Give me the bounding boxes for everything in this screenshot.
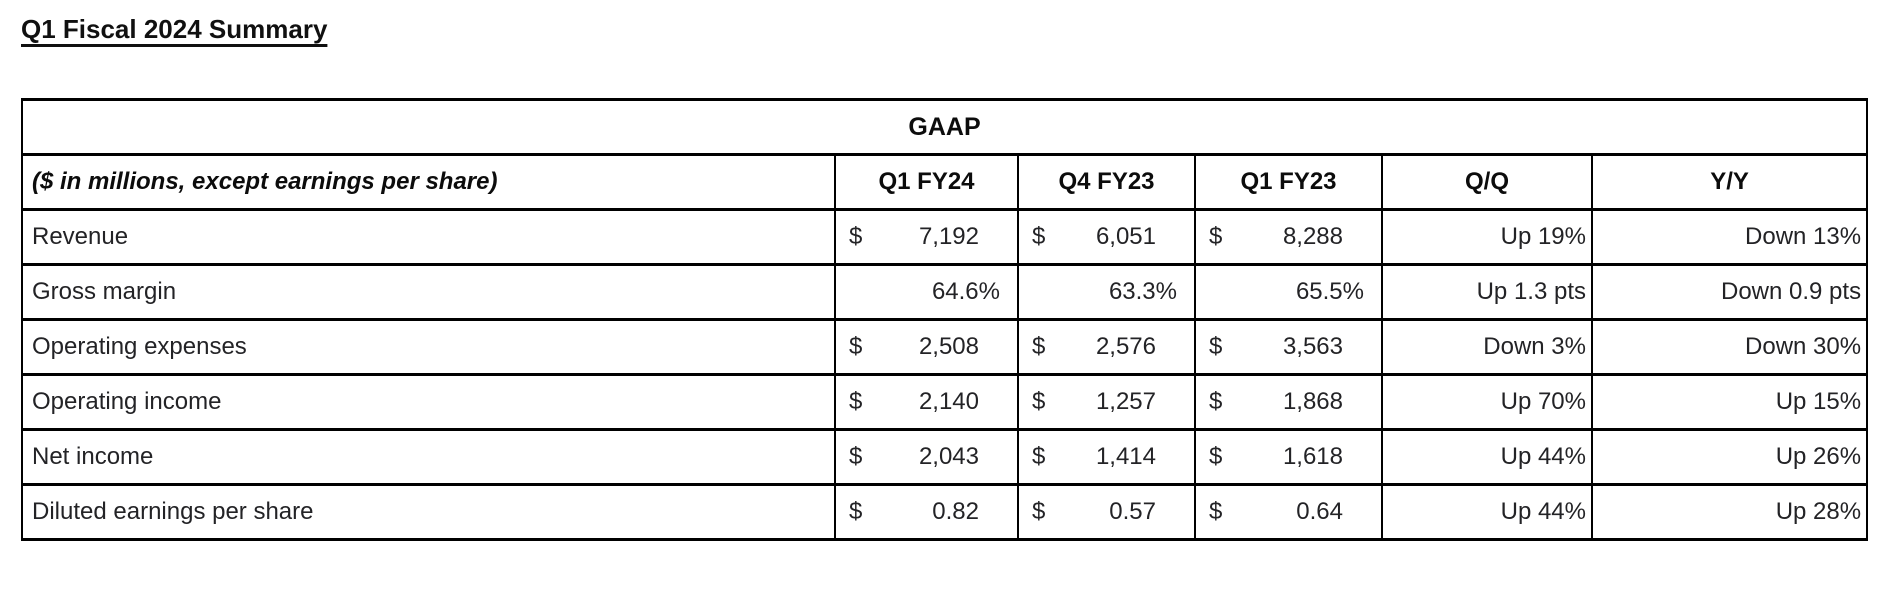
currency-symbol: $ [1032, 223, 1046, 250]
amount-value: 0.57 [1109, 498, 1156, 525]
percent-value: 63.3% [1017, 263, 1196, 321]
amount-value: 1,868 [1282, 388, 1343, 415]
qq-change-value: Down 3% [1381, 318, 1593, 376]
value-cell: $0.82 [837, 488, 1016, 537]
amount-value: 2,508 [918, 333, 979, 360]
yy-change-value: Up 28% [1590, 483, 1869, 541]
qq-change-value: Up 44% [1381, 428, 1593, 486]
qq-change-value: Up 1.3 pts [1381, 263, 1593, 321]
amount-value: 2,140 [918, 388, 979, 415]
column-header-q1-fy24: Q1 FY24 [834, 153, 1019, 211]
value-cell: $1,618 [1197, 433, 1380, 482]
row-label: Operating income [21, 373, 836, 431]
qq-change-value: Up 19% [1381, 208, 1593, 266]
table-row-diluted-eps: Diluted earnings per share $0.82 $0.57 $… [21, 483, 1869, 541]
amount-value: 2,043 [918, 443, 979, 470]
row-label: Revenue [21, 208, 836, 266]
amount-value: 1,257 [1095, 388, 1156, 415]
percent-value: 65.5% [1194, 263, 1383, 321]
currency-symbol: $ [849, 333, 863, 360]
currency-symbol: $ [1032, 388, 1046, 415]
currency-symbol: $ [1209, 223, 1223, 250]
value-cell: $2,576 [1020, 323, 1193, 372]
value-cell: $7,192 [837, 213, 1016, 262]
amount-value: 1,414 [1095, 443, 1156, 470]
yy-change-value: Up 26% [1590, 428, 1869, 486]
currency-symbol: $ [1209, 388, 1223, 415]
row-label: Gross margin [21, 263, 836, 321]
column-header-yy: Y/Y [1590, 153, 1869, 211]
table-row-operating-expenses: Operating expenses $2,508 $2,576 $3,563 … [21, 318, 1869, 376]
table-row-gross-margin: Gross margin 64.6% 63.3% 65.5% Up 1.3 pt… [21, 263, 1869, 321]
currency-symbol: $ [849, 388, 863, 415]
value-cell: $2,508 [837, 323, 1016, 372]
amount-value: 0.82 [932, 498, 979, 525]
table-row-revenue: Revenue $7,192 $6,051 $8,288 Up 19% Down… [21, 208, 1869, 266]
value-cell: $1,868 [1197, 378, 1380, 427]
yy-change-value: Up 15% [1590, 373, 1869, 431]
value-cell: $6,051 [1020, 213, 1193, 262]
column-header-q1-fy23: Q1 FY23 [1194, 153, 1383, 211]
table-header-row: ($ in millions, except earnings per shar… [21, 153, 1869, 211]
currency-symbol: $ [1032, 498, 1046, 525]
yy-change-value: Down 0.9 pts [1590, 263, 1869, 321]
table-caption: ($ in millions, except earnings per shar… [21, 153, 836, 211]
value-cell: $2,043 [837, 433, 1016, 482]
percent-value: 64.6% [834, 263, 1019, 321]
currency-symbol: $ [1032, 443, 1046, 470]
table-group-header-row: GAAP [20, 98, 1869, 156]
currency-symbol: $ [1032, 333, 1046, 360]
qq-change-value: Up 44% [1381, 483, 1593, 541]
currency-symbol: $ [849, 443, 863, 470]
value-cell: $0.64 [1197, 488, 1380, 537]
value-cell: $3,563 [1197, 323, 1380, 372]
row-label: Operating expenses [21, 318, 836, 376]
page-title: Q1 Fiscal 2024 Summary [21, 14, 328, 44]
value-cell: $1,257 [1020, 378, 1193, 427]
amount-value: 8,288 [1282, 223, 1343, 250]
currency-symbol: $ [1209, 498, 1223, 525]
yy-change-value: Down 13% [1590, 208, 1869, 266]
value-cell: $8,288 [1197, 213, 1380, 262]
amount-value: 6,051 [1095, 223, 1156, 250]
table-row-operating-income: Operating income $2,140 $1,257 $1,868 Up… [21, 373, 1869, 431]
value-cell: $0.57 [1020, 488, 1193, 537]
currency-symbol: $ [849, 223, 863, 250]
amount-value: 3,563 [1282, 333, 1343, 360]
qq-change-value: Up 70% [1381, 373, 1593, 431]
yy-change-value: Down 30% [1590, 318, 1869, 376]
currency-symbol: $ [1209, 333, 1223, 360]
amount-value: 1,618 [1282, 443, 1343, 470]
value-cell: $1,414 [1020, 433, 1193, 482]
currency-symbol: $ [849, 498, 863, 525]
row-label: Diluted earnings per share [21, 483, 836, 541]
amount-value: 7,192 [918, 223, 979, 250]
amount-value: 2,576 [1095, 333, 1156, 360]
gaap-group-header: GAAP [20, 98, 1869, 156]
amount-value: 0.64 [1296, 498, 1343, 525]
currency-symbol: $ [1209, 443, 1223, 470]
value-cell: $2,140 [837, 378, 1016, 427]
column-header-q4-fy23: Q4 FY23 [1017, 153, 1196, 211]
table-row-net-income: Net income $2,043 $1,414 $1,618 Up 44% U… [21, 428, 1869, 486]
row-label: Net income [21, 428, 836, 486]
financial-summary-table: GAAP ($ in millions, except earnings per… [20, 98, 1869, 541]
column-header-qq: Q/Q [1381, 153, 1593, 211]
